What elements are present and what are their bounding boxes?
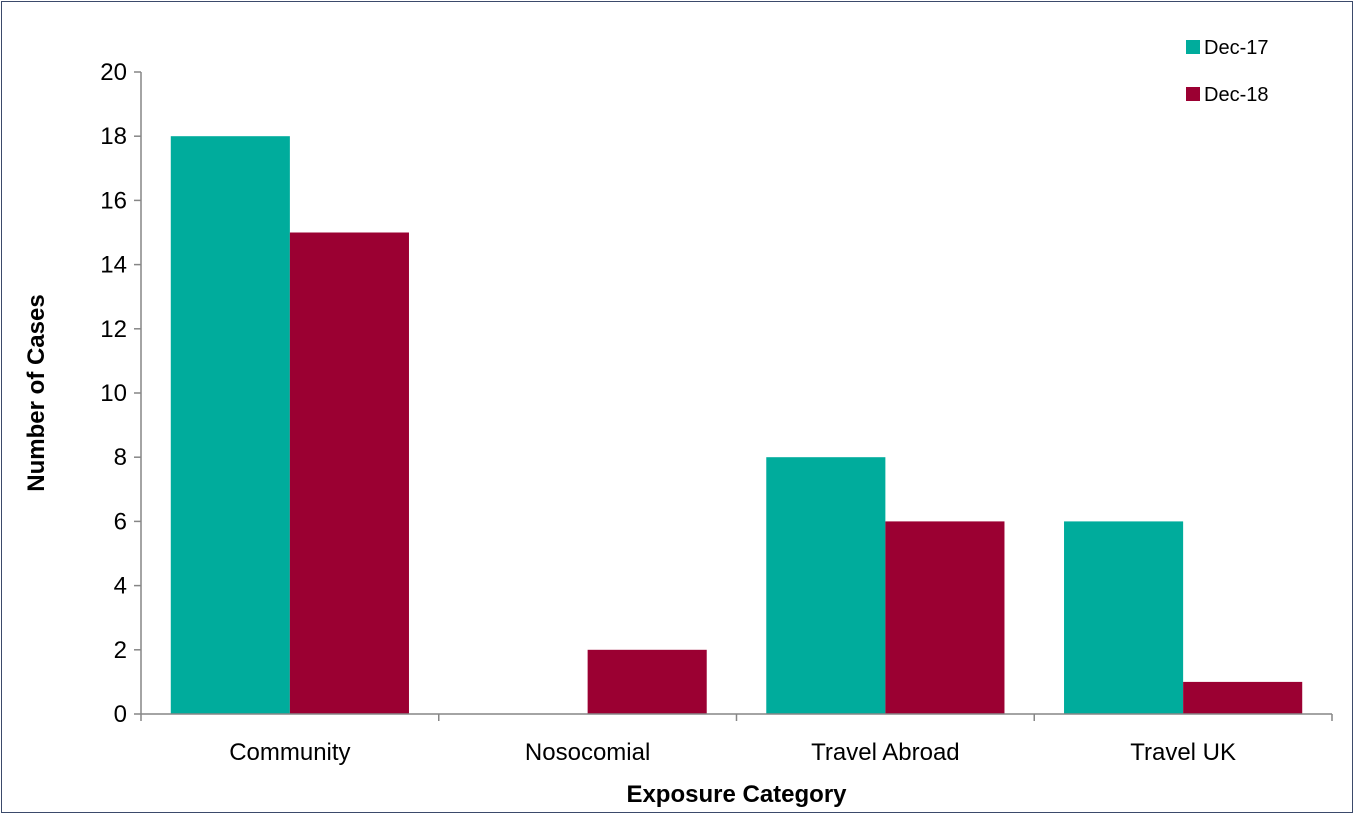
bar-dec-18-nosocomial <box>587 649 707 714</box>
y-tick-label: 10 <box>100 380 127 407</box>
bar-dec-18-travel-uk <box>1183 681 1303 714</box>
y-tick-label: 0 <box>114 701 127 728</box>
bar-dec-17-travel-uk <box>1064 521 1184 714</box>
y-tick-label: 18 <box>100 123 127 150</box>
bars-group <box>170 136 1303 714</box>
bar-dec-18-travel-abroad <box>885 521 1005 714</box>
x-axis-title: Exposure Category <box>626 781 847 808</box>
legend-label: Dec-17 <box>1204 37 1268 59</box>
bar-dec-18-community <box>289 232 409 714</box>
y-tick-label: 8 <box>114 444 127 471</box>
y-tick-label: 6 <box>114 508 127 535</box>
x-category-label: Travel Abroad <box>811 739 960 766</box>
legend-label: Dec-18 <box>1204 84 1268 106</box>
bar-dec-17-community <box>170 136 290 714</box>
legend-swatch <box>1186 87 1200 101</box>
legend-swatch <box>1186 40 1200 54</box>
y-tick-label: 16 <box>100 187 127 214</box>
y-axis-ticks: 0 2 4 6 8 10 12 14 16 18 20 <box>100 59 141 728</box>
x-category-label: Community <box>229 739 350 766</box>
y-axis-title: Number of Cases <box>23 294 50 491</box>
y-tick-label: 12 <box>100 316 127 343</box>
legend: Dec-17 Dec-18 <box>1186 37 1268 106</box>
y-tick-label: 14 <box>100 252 127 279</box>
y-tick-label: 20 <box>100 59 127 86</box>
bar-dec-17-travel-abroad <box>766 457 886 714</box>
x-axis-ticks: Community Nosocomial Travel Abroad Travel U… <box>140 714 1333 766</box>
y-tick-label: 4 <box>114 573 127 600</box>
x-category-label: Travel UK <box>1130 739 1236 766</box>
y-tick-label: 2 <box>114 637 127 664</box>
x-category-label: Nosocomial <box>525 739 650 766</box>
